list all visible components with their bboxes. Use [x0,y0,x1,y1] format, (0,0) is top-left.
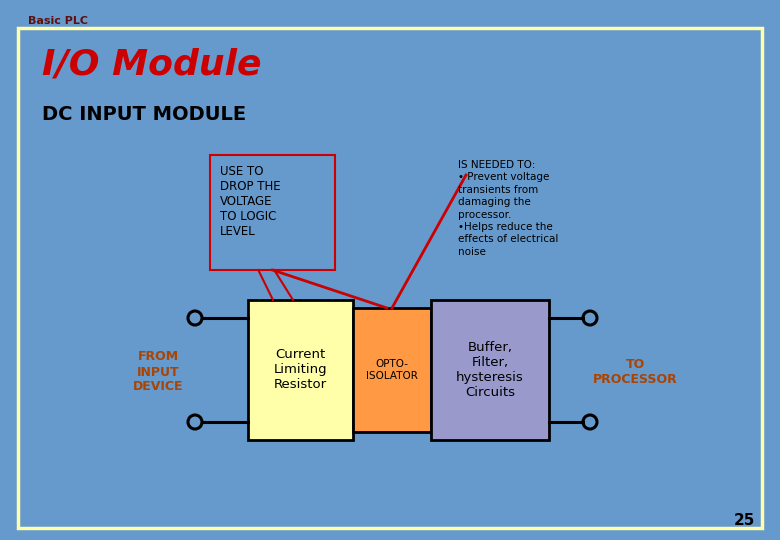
Text: OPTO-
ISOLATOR: OPTO- ISOLATOR [366,359,418,381]
Text: DC INPUT MODULE: DC INPUT MODULE [42,105,246,124]
Text: IS NEEDED TO:
• Prevent voltage
transients from
damaging the
processor.
•Helps r: IS NEEDED TO: • Prevent voltage transien… [458,160,558,257]
Bar [210,155,335,270]
Text: Buffer,
Filter,
hysteresis
Circuits: Buffer, Filter, hysteresis Circuits [456,341,524,399]
Text: TO
PROCESSOR: TO PROCESSOR [593,358,677,386]
Text: Basic PLC: Basic PLC [28,16,88,26]
Bar [353,308,431,432]
Text: FROM
INPUT
DEVICE: FROM INPUT DEVICE [133,350,183,394]
Bar [248,300,353,440]
Bar [431,300,549,440]
Text: Current
Limiting
Resistor: Current Limiting Resistor [274,348,328,392]
Text: 25: 25 [734,513,755,528]
Text: I/O Module: I/O Module [42,48,261,82]
Text: USE TO
DROP THE
VOLTAGE
TO LOGIC
LEVEL: USE TO DROP THE VOLTAGE TO LOGIC LEVEL [220,165,281,238]
